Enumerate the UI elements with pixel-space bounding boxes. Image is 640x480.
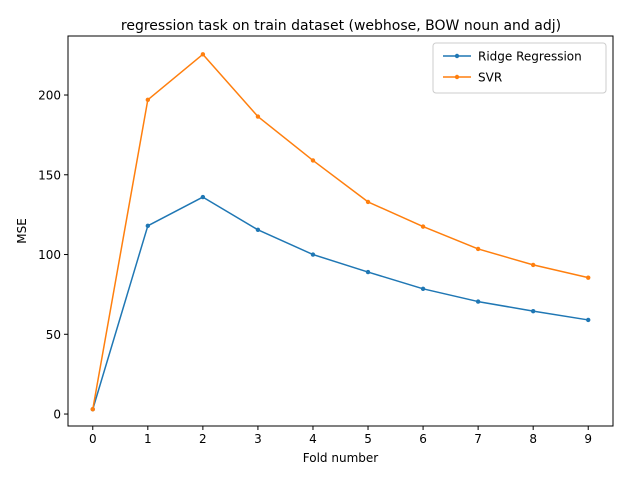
data-point-svr xyxy=(255,114,261,119)
y-tick-label: 200 xyxy=(38,89,61,103)
data-point-ridge-regression xyxy=(200,194,206,200)
data-point-ridge-regression xyxy=(586,317,591,323)
legend: Ridge Regression SVR xyxy=(432,42,607,94)
data-point-svr xyxy=(475,246,481,252)
legend-box xyxy=(432,42,607,94)
x-axis-label: Fold number xyxy=(303,451,378,465)
x-tick-label: 7 xyxy=(474,432,482,446)
series-layer xyxy=(90,52,591,412)
x-tick-label: 0 xyxy=(89,432,97,446)
data-point-ridge-regression xyxy=(475,299,481,304)
y-tick-label: 50 xyxy=(46,328,61,342)
data-point-svr xyxy=(310,158,316,163)
x-tick-label: 5 xyxy=(364,432,372,446)
data-point-svr xyxy=(365,199,371,205)
y-axis-label: MSE xyxy=(15,218,29,244)
legend-marker-ridge-regression xyxy=(454,53,460,59)
legend-label-svr: SVR xyxy=(478,71,502,85)
data-point-svr xyxy=(420,224,426,229)
y-tick-label: 0 xyxy=(53,408,61,422)
series-line-ridge-regression xyxy=(92,196,589,410)
data-point-ridge-regression xyxy=(420,286,426,292)
data-point-svr xyxy=(200,52,206,57)
x-tick-label: 2 xyxy=(199,432,207,446)
y-tick-label: 100 xyxy=(38,248,61,262)
chart-title: regression task on train dataset (webhos… xyxy=(121,18,561,34)
x-axis-ticks: 0 1 2 3 4 5 6 7 8 9 xyxy=(89,426,592,446)
data-point-ridge-regression xyxy=(310,252,316,257)
x-tick-label: 9 xyxy=(584,432,592,446)
data-point-ridge-regression xyxy=(255,227,261,233)
x-tick-label: 3 xyxy=(254,432,262,446)
plot-frame xyxy=(67,35,614,427)
data-point-ridge-regression xyxy=(365,269,371,275)
y-axis-ticks: 0 50 100 150 200 xyxy=(38,89,68,422)
data-point-svr xyxy=(90,407,95,412)
x-tick-label: 8 xyxy=(529,432,537,446)
data-point-svr xyxy=(586,275,591,280)
data-point-svr xyxy=(145,97,151,103)
series-line-svr xyxy=(92,53,589,410)
x-tick-label: 6 xyxy=(419,432,427,446)
legend-marker-svr xyxy=(454,74,460,80)
data-point-svr xyxy=(530,262,536,268)
y-tick-label: 150 xyxy=(38,168,61,182)
x-tick-label: 4 xyxy=(309,432,317,446)
legend-label-ridge-regression: Ridge Regression xyxy=(478,50,582,64)
data-point-ridge-regression xyxy=(145,223,151,229)
data-point-ridge-regression xyxy=(530,308,536,314)
x-tick-label: 1 xyxy=(144,432,152,446)
